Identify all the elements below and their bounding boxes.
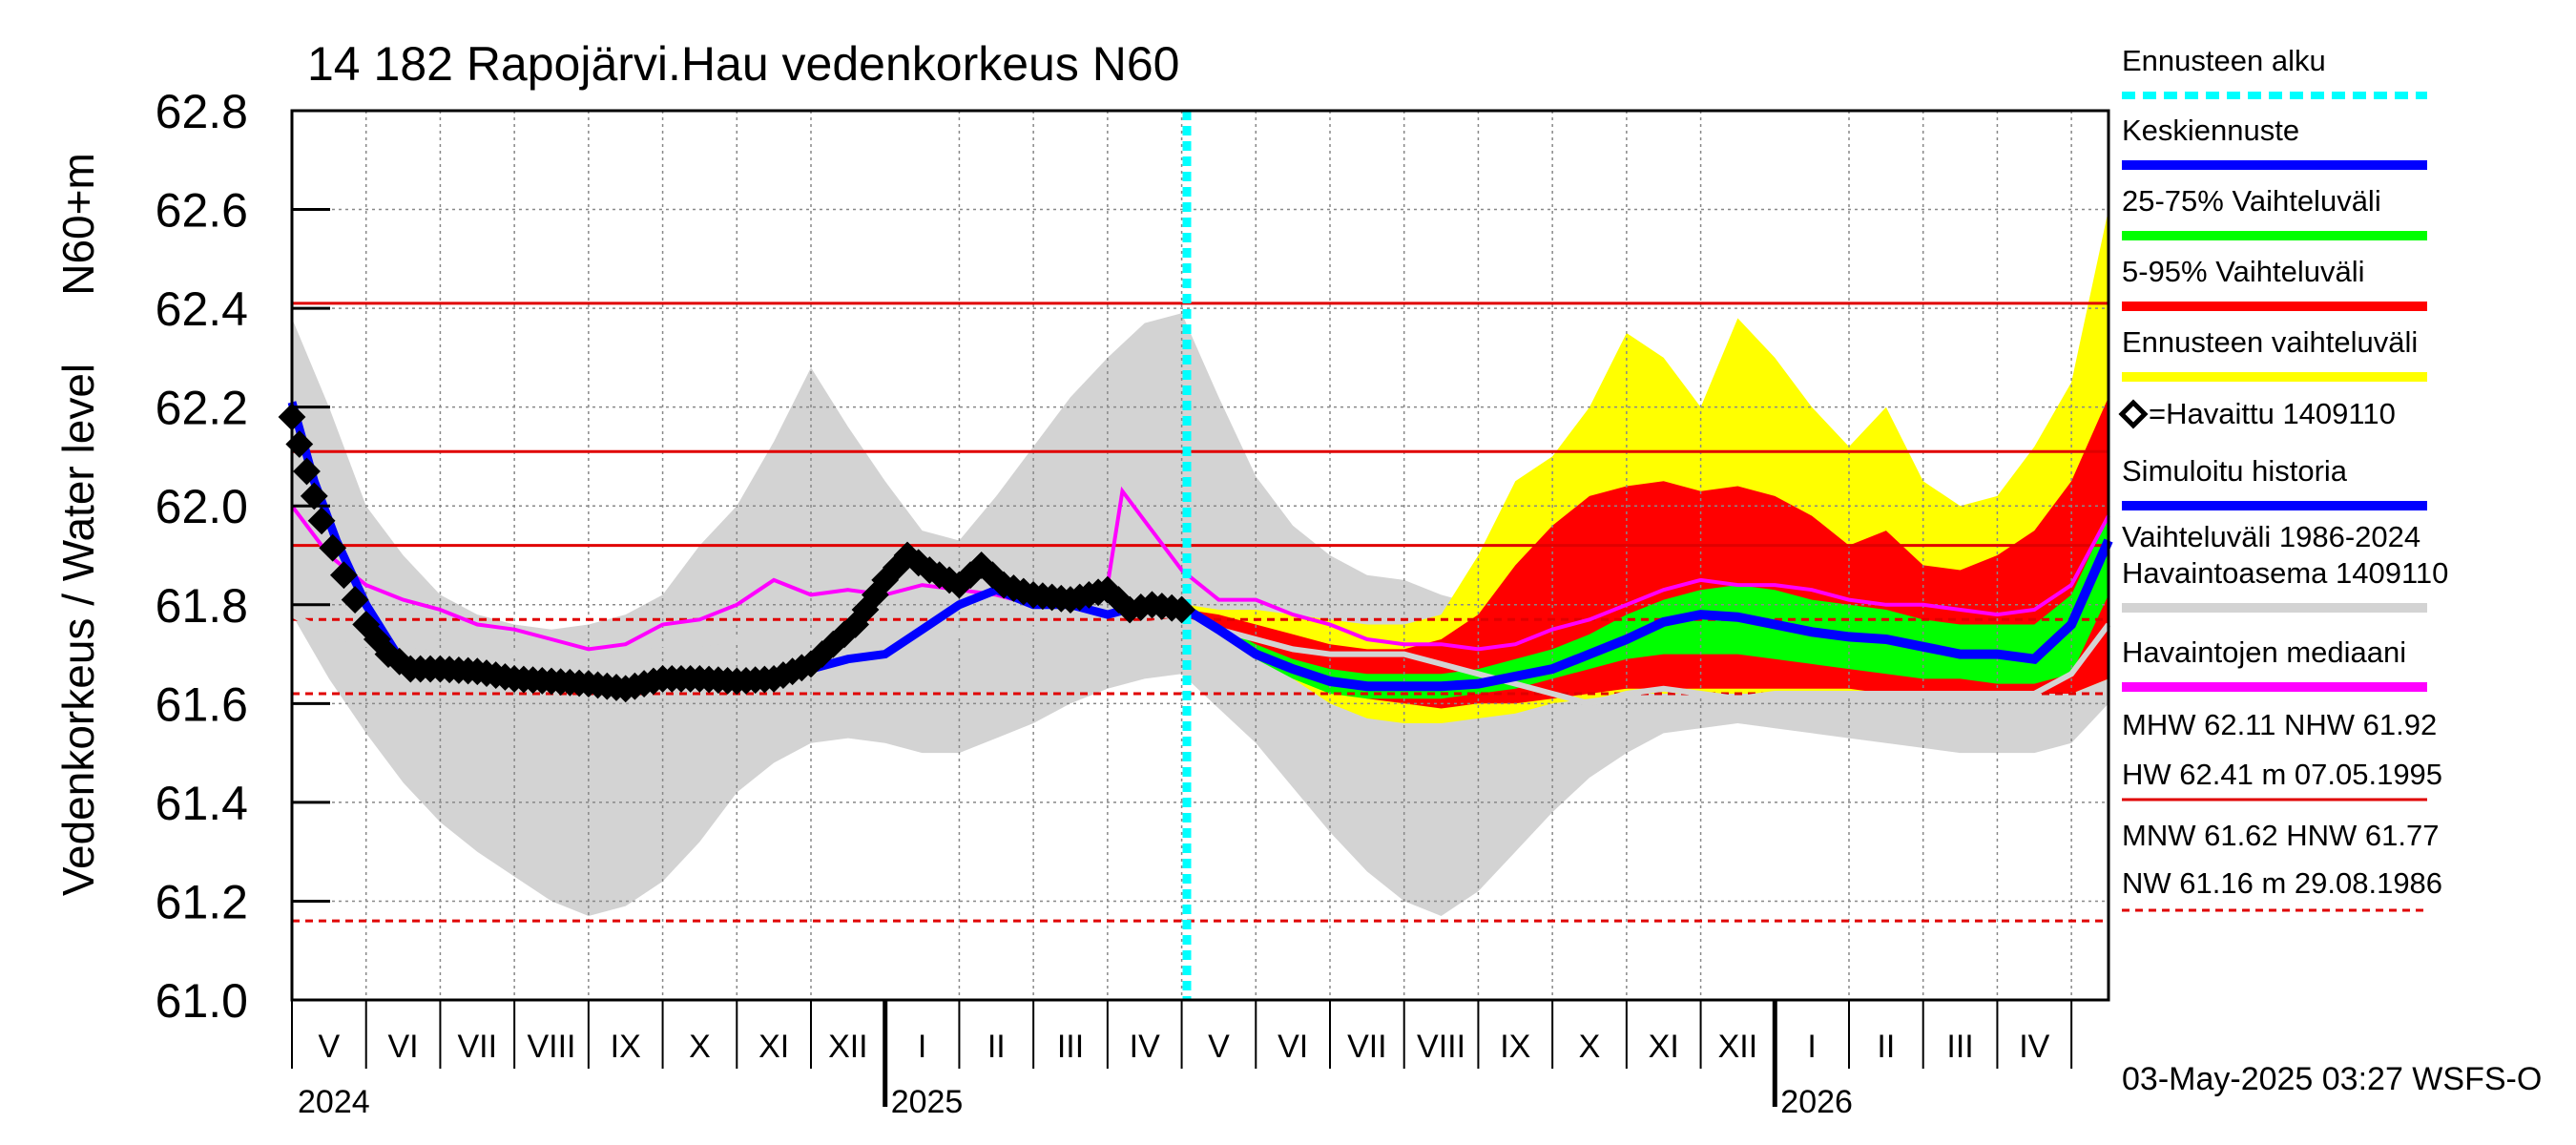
legend-label: Havaintoasema 1409110	[2122, 556, 2448, 590]
y-tick-label: 62.6	[156, 184, 248, 238]
legend-stats-high-1: MHW 62.11 NHW 61.92	[2122, 708, 2437, 741]
month-label: V	[1208, 1029, 1230, 1065]
y-tick-label: 62.8	[156, 85, 248, 138]
observed-point	[293, 457, 321, 486]
legend-label: Havaintojen mediaani	[2122, 635, 2406, 669]
band-25-75	[1187, 515, 2109, 699]
y-tick-label: 61.0	[156, 974, 248, 1028]
observed-point	[300, 482, 328, 510]
y-tick-label: 62.0	[156, 480, 248, 533]
y-tick-label: 61.4	[156, 777, 248, 830]
y-axis-label-inner: N60+m	[53, 153, 103, 296]
median-line	[290, 486, 2110, 652]
y-axis-label-outer: Vedenkorkeus / Water level	[53, 364, 103, 896]
month-label: IV	[1130, 1029, 1160, 1065]
month-label: VI	[388, 1029, 419, 1065]
legend-label: Ennusteen alku	[2122, 44, 2326, 77]
month-label: VII	[457, 1029, 497, 1065]
observed-point	[1168, 595, 1196, 624]
legend-label: 25-75% Vaihteluväli	[2122, 184, 2381, 218]
month-label: III	[1946, 1029, 1973, 1065]
legend-stats-low-1: MNW 61.62 HNW 61.77	[2122, 819, 2440, 852]
legend-label: Ennusteen vaihteluväli	[2122, 325, 2418, 359]
observed-point	[319, 533, 347, 562]
y-axis: 62.8 62.6 62.4 62.2 62.0 61.8 61.6 61.4 61.2 61.0	[156, 85, 330, 1028]
y-tick-label: 61.8	[156, 579, 248, 633]
month-label: I	[918, 1029, 926, 1065]
observed-point	[341, 586, 369, 614]
month-label: XII	[1718, 1029, 1758, 1065]
legend-label: 5-95% Vaihteluväli	[2122, 255, 2364, 288]
legend: Ennusteen alku Keskiennuste 25-75% Vaihtel…	[2118, 44, 2448, 912]
month-label: VI	[1278, 1029, 1308, 1065]
legend-label: Keskiennuste	[2122, 114, 2299, 147]
legend-label: =Havaittu 1409110	[2149, 397, 2396, 430]
month-label: XI	[1649, 1029, 1679, 1065]
x-axis: V VI VII VIII IX X XI XII I II III IV V VI VII VIII IX X X…	[291, 1000, 2073, 1120]
history-inner-line	[290, 612, 2111, 707]
month-label: I	[1807, 1029, 1816, 1065]
y-tick-label: 61.2	[156, 875, 248, 928]
footer-timestamp: 03-May-2025 03:27 WSFS-O	[2122, 1061, 2542, 1097]
year-label: 2025	[891, 1084, 964, 1120]
year-label: 2026	[1780, 1084, 1853, 1120]
y-tick-label: 61.6	[156, 677, 248, 731]
observed-point	[329, 561, 358, 590]
month-label: II	[987, 1029, 1006, 1065]
month-label: II	[1877, 1029, 1895, 1065]
month-label: VII	[1347, 1029, 1387, 1065]
month-label: V	[319, 1029, 341, 1065]
legend-diamond-icon	[2118, 399, 2149, 429]
legend-stats-low-2: NW 61.16 m 29.08.1986	[2122, 866, 2442, 900]
observed-point	[307, 507, 336, 535]
month-label: VIII	[1417, 1029, 1465, 1065]
month-label: VIII	[527, 1029, 575, 1065]
month-label: III	[1057, 1029, 1084, 1065]
legend-stats-high-2: HW 62.41 m 07.05.1995	[2122, 758, 2442, 791]
month-label: IX	[611, 1029, 641, 1065]
month-label: X	[1579, 1029, 1601, 1065]
y-tick-label: 62.2	[156, 382, 248, 435]
year-label: 2024	[298, 1084, 370, 1120]
plot-frame	[290, 109, 2110, 1002]
month-label: XII	[828, 1029, 868, 1065]
legend-label: Vaihteluväli 1986-2024	[2122, 520, 2420, 553]
chart-title: 14 182 Rapojärvi.Hau vedenkorkeus N60	[307, 37, 1179, 91]
legend-label: Simuloitu historia	[2122, 454, 2348, 488]
month-label: X	[689, 1029, 711, 1065]
month-label: IX	[1500, 1029, 1530, 1065]
observed-markers	[278, 403, 1196, 703]
mean-forecast-line	[1184, 538, 2113, 692]
y-tick-label: 62.4	[156, 282, 248, 336]
month-label: IV	[2019, 1029, 2049, 1065]
month-label: XI	[758, 1029, 789, 1065]
